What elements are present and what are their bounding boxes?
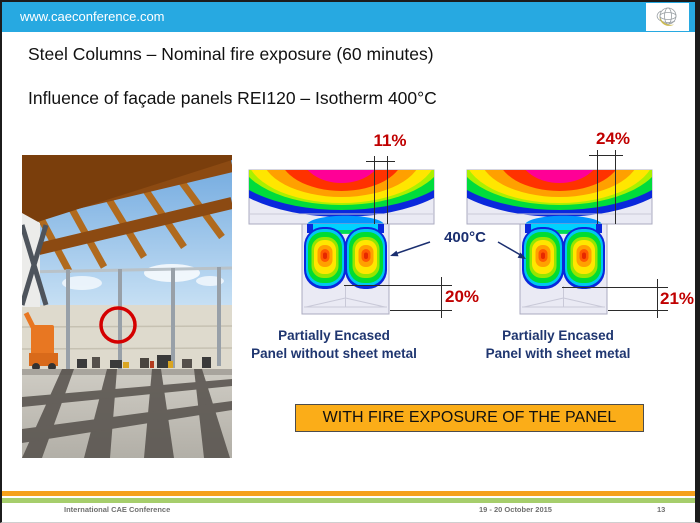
- isotherm-diagram-without-sheet-metal: [244, 130, 494, 318]
- isotherm-temperature-label: 400°C: [444, 229, 486, 246]
- bottom-percentage-right-diagram: 21%: [660, 289, 695, 308]
- dimension-lines-right: [562, 150, 668, 318]
- top-percentage-left-diagram: 11%: [373, 131, 407, 150]
- swirl-logo-icon: [656, 7, 677, 26]
- page-subtitle: Influence of façade panels REI120 – Isot…: [28, 88, 437, 108]
- isotherm-diagram-with-sheet-metal: [462, 130, 700, 318]
- caption-without-sheet-metal: Partially Encased Panel without sheet me…: [240, 327, 428, 363]
- construction-photo: [18, 152, 234, 458]
- dimension-lines-left: [344, 156, 452, 318]
- caption-line: Partially Encased: [278, 328, 390, 343]
- cae-logo: [646, 3, 689, 31]
- caption-line: Panel without sheet metal: [251, 346, 417, 361]
- footer-date: 19 - 20 October 2015: [479, 505, 552, 514]
- red-circle-highlight: [99, 306, 137, 344]
- top-percentage-right-diagram: 24%: [595, 129, 631, 148]
- bottom-percentage-left-diagram: 20%: [445, 287, 480, 306]
- page-title: Steel Columns – Nominal fire exposure (6…: [28, 44, 434, 64]
- conference-url-link[interactable]: www.caeconference.com: [20, 9, 165, 24]
- footer-stripe-orange: [2, 491, 695, 496]
- footer-conference-name: International CAE Conference: [64, 505, 171, 514]
- isotherm-arrows: [390, 241, 526, 259]
- fire-exposure-banner: WITH FIRE EXPOSURE OF THE PANEL: [295, 404, 644, 432]
- caption-line: Panel with sheet metal: [485, 346, 631, 361]
- footer-page-number: 13: [657, 505, 666, 514]
- caption-line: Partially Encased: [502, 328, 614, 343]
- footer-stripe-green: [2, 498, 695, 503]
- caption-with-sheet-metal: Partially Encased Panel with sheet metal: [460, 327, 656, 363]
- header-bar: www.caeconference.com: [2, 2, 695, 32]
- construction-photo-image: [18, 152, 234, 458]
